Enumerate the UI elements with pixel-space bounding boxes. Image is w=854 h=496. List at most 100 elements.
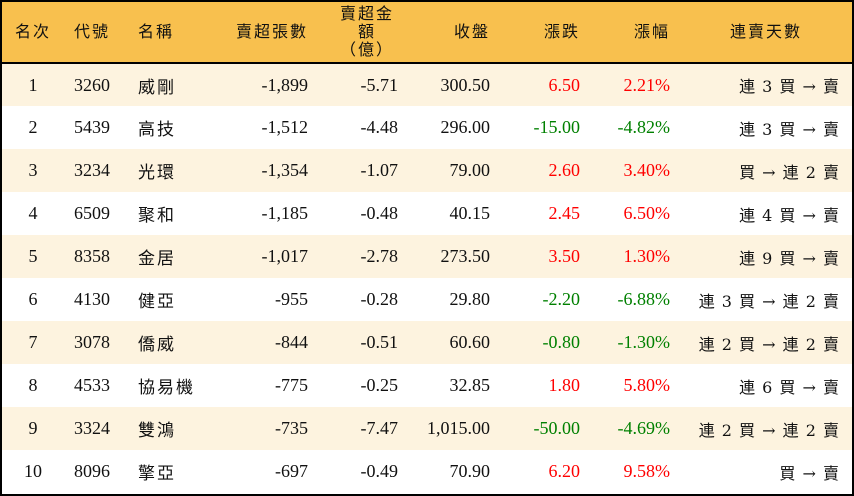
header-net-sell-amount-line2: （億） — [339, 40, 394, 59]
cell-change: 2.45 — [548, 203, 581, 223]
table-row: 8 4533 協易機 -775 -0.25 32.85 1.80 5.80% 連… — [2, 364, 852, 407]
cell-rank: 10 — [24, 461, 42, 481]
cell-close: 29.80 — [449, 289, 491, 309]
cell-code: 4533 — [74, 375, 110, 395]
cell-net-sell-amount: -0.48 — [360, 203, 399, 223]
cell-code: 6509 — [74, 203, 110, 223]
cell-close: 70.90 — [449, 461, 491, 481]
cell-close: 60.60 — [449, 332, 491, 352]
cell-code: 5439 — [74, 117, 110, 137]
table-row: 1 3260 威剛 -1,899 -5.71 300.50 6.50 2.21%… — [2, 63, 852, 106]
table-row: 2 5439 高技 -1,512 -4.48 296.00 -15.00 -4.… — [2, 106, 852, 149]
cell-streak: 連 3 買 → 賣 — [739, 119, 840, 139]
table-row: 10 8096 擎亞 -697 -0.49 70.90 6.20 9.58% 買… — [2, 450, 852, 493]
cell-change-pct: -1.30% — [617, 332, 671, 352]
cell-name: 光環 — [138, 163, 176, 183]
cell-change-pct: 1.30% — [623, 246, 671, 266]
cell-net-sell-lots: -1,899 — [261, 74, 309, 95]
cell-rank: 5 — [28, 246, 38, 266]
cell-close: 79.00 — [449, 160, 491, 180]
cell-net-sell-amount: -0.49 — [360, 461, 399, 481]
cell-code: 8358 — [74, 246, 110, 266]
cell-name: 金居 — [138, 249, 176, 269]
cell-streak: 連 3 買 → 賣 — [739, 77, 840, 96]
header-change: 漲跌 — [543, 22, 580, 41]
cell-change-pct: 6.50% — [623, 203, 671, 223]
cell-code: 3324 — [74, 418, 110, 438]
cell-net-sell-amount: -0.28 — [360, 289, 399, 309]
header-rank: 名次 — [14, 22, 51, 41]
cell-code: 3260 — [74, 74, 110, 95]
cell-net-sell-lots: -1,185 — [261, 203, 309, 223]
cell-change: 3.50 — [548, 246, 581, 266]
header-close: 收盤 — [453, 22, 490, 41]
cell-streak: 買 → 賣 — [779, 463, 840, 483]
cell-code: 3078 — [74, 332, 110, 352]
cell-rank: 2 — [28, 117, 38, 137]
cell-rank: 6 — [28, 289, 38, 309]
cell-net-sell-amount: -4.48 — [360, 117, 399, 137]
table-header-row: 名次 代號 名稱 賣超張數 賣超金額 （億） 收盤 漲跌 漲幅 連賣天數 — [2, 2, 852, 63]
cell-rank: 9 — [28, 418, 38, 438]
cell-change: 2.60 — [548, 160, 581, 180]
cell-change: -2.20 — [542, 289, 581, 309]
cell-change-pct: 2.21% — [623, 74, 671, 95]
cell-net-sell-lots: -735 — [275, 418, 308, 438]
cell-net-sell-amount: -0.25 — [360, 375, 399, 395]
cell-change: 1.80 — [548, 375, 581, 395]
cell-rank: 1 — [28, 74, 38, 95]
cell-change: -50.00 — [533, 418, 581, 438]
header-code: 代號 — [74, 22, 111, 41]
table-row: 6 4130 健亞 -955 -0.28 29.80 -2.20 -6.88% … — [2, 278, 852, 321]
cell-close: 40.15 — [449, 203, 491, 223]
table-row: 9 3324 雙鴻 -735 -7.47 1,015.00 -50.00 -4.… — [2, 407, 852, 450]
header-change-pct: 漲幅 — [633, 22, 670, 41]
cell-change: 6.20 — [548, 461, 581, 481]
cell-streak: 連 6 買 → 賣 — [739, 377, 840, 397]
cell-name: 雙鴻 — [138, 421, 176, 441]
cell-streak: 連 4 買 → 賣 — [739, 205, 840, 225]
cell-name: 威剛 — [138, 77, 176, 98]
cell-change-pct: 9.58% — [623, 461, 671, 481]
cell-net-sell-lots: -1,017 — [261, 246, 309, 266]
table-row: 4 6509 聚和 -1,185 -0.48 40.15 2.45 6.50% … — [2, 192, 852, 235]
cell-change: 6.50 — [548, 74, 581, 95]
cell-rank: 7 — [28, 332, 38, 352]
cell-rank: 8 — [28, 375, 38, 395]
table-row: 7 3078 僑威 -844 -0.51 60.60 -0.80 -1.30% … — [2, 321, 852, 364]
cell-change: -15.00 — [533, 117, 581, 137]
cell-net-sell-lots: -697 — [275, 461, 308, 481]
cell-streak: 買 → 連 2 賣 — [739, 162, 840, 182]
cell-net-sell-amount: -7.47 — [360, 418, 399, 438]
cell-net-sell-lots: -1,354 — [261, 160, 309, 180]
cell-change-pct: -6.88% — [617, 289, 671, 309]
cell-code: 3234 — [74, 160, 110, 180]
cell-close: 296.00 — [440, 117, 491, 137]
cell-close: 32.85 — [449, 375, 491, 395]
cell-change-pct: 3.40% — [623, 160, 671, 180]
header-net-sell-amount-line1: 賣超金額 — [339, 4, 394, 41]
cell-net-sell-lots: -844 — [275, 332, 308, 352]
cell-name: 聚和 — [138, 206, 176, 226]
cell-change: -0.80 — [542, 332, 581, 352]
cell-change-pct: -4.82% — [617, 117, 671, 137]
cell-close: 1,015.00 — [427, 418, 490, 438]
cell-name: 高技 — [138, 120, 176, 140]
cell-name: 健亞 — [138, 292, 176, 312]
cell-net-sell-amount: -0.51 — [360, 332, 399, 352]
cell-net-sell-lots: -775 — [275, 375, 308, 395]
cell-close: 300.50 — [440, 74, 491, 95]
cell-name: 協易機 — [138, 378, 195, 398]
cell-net-sell-lots: -955 — [275, 289, 308, 309]
cell-rank: 4 — [28, 203, 38, 223]
table-row: 5 8358 金居 -1,017 -2.78 273.50 3.50 1.30%… — [2, 235, 852, 278]
header-net-sell-lots: 賣超張數 — [235, 22, 308, 41]
cell-streak: 連 2 買 → 連 2 賣 — [698, 334, 840, 354]
cell-code: 8096 — [74, 461, 110, 481]
header-name: 名稱 — [138, 22, 175, 41]
cell-change-pct: -4.69% — [617, 418, 671, 438]
cell-net-sell-amount: -1.07 — [360, 160, 399, 180]
cell-close: 273.50 — [440, 246, 491, 266]
cell-net-sell-lots: -1,512 — [261, 117, 309, 137]
